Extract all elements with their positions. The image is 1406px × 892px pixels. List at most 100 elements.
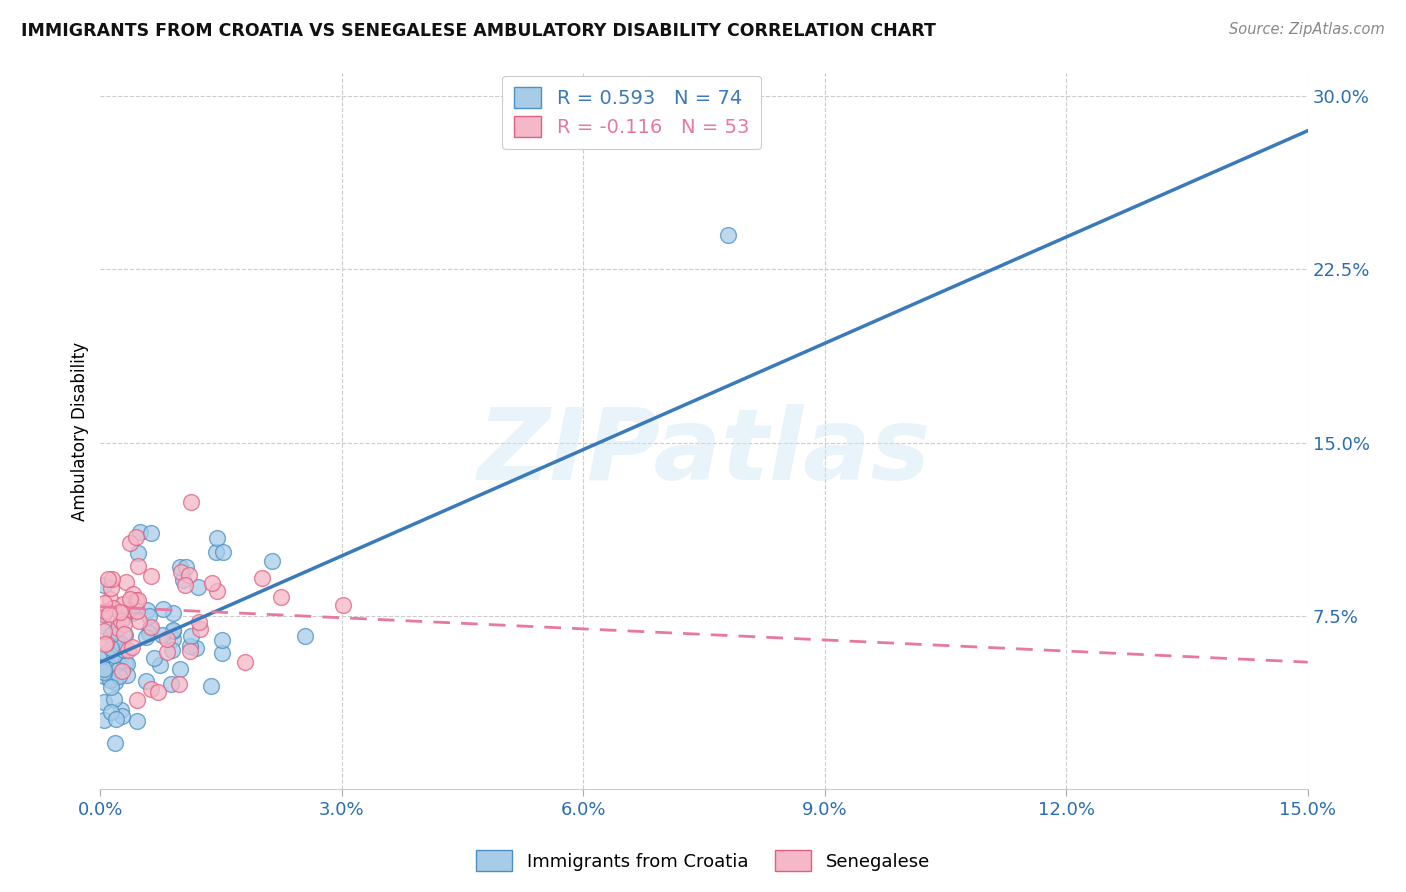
Point bbox=[93, 607, 115, 621]
Point bbox=[127, 593, 149, 607]
Point bbox=[187, 580, 209, 594]
Point bbox=[118, 592, 141, 607]
Y-axis label: Ambulatory Disability: Ambulatory Disability bbox=[72, 342, 89, 521]
Point bbox=[717, 227, 740, 242]
Point bbox=[100, 627, 122, 641]
Legend: R = 0.593   N = 74, R = -0.116   N = 53: R = 0.593 N = 74, R = -0.116 N = 53 bbox=[502, 76, 761, 149]
Point bbox=[104, 674, 127, 689]
Point bbox=[110, 664, 132, 678]
Point bbox=[159, 677, 181, 691]
Point bbox=[179, 644, 201, 658]
Point bbox=[110, 648, 132, 663]
Point bbox=[103, 648, 125, 662]
Point bbox=[107, 621, 129, 635]
Point bbox=[97, 572, 120, 586]
Point bbox=[212, 545, 235, 559]
Point bbox=[152, 628, 174, 642]
Point bbox=[111, 611, 134, 625]
Point bbox=[93, 596, 115, 610]
Point bbox=[111, 606, 134, 620]
Point bbox=[100, 673, 122, 687]
Point bbox=[172, 573, 194, 587]
Point bbox=[139, 526, 162, 541]
Point bbox=[93, 713, 115, 727]
Point bbox=[100, 641, 122, 656]
Point bbox=[252, 571, 274, 585]
Point bbox=[94, 637, 117, 651]
Point bbox=[101, 572, 124, 586]
Text: Source: ZipAtlas.com: Source: ZipAtlas.com bbox=[1229, 22, 1385, 37]
Point bbox=[111, 709, 134, 723]
Point bbox=[332, 598, 354, 612]
Point bbox=[117, 657, 139, 671]
Point bbox=[180, 628, 202, 642]
Point bbox=[114, 656, 136, 670]
Point bbox=[180, 495, 202, 509]
Point bbox=[110, 703, 132, 717]
Point bbox=[125, 714, 148, 729]
Point bbox=[110, 614, 132, 628]
Point bbox=[128, 525, 150, 540]
Point bbox=[149, 657, 172, 672]
Point bbox=[98, 607, 121, 621]
Point bbox=[138, 608, 160, 623]
Point bbox=[169, 662, 191, 676]
Point bbox=[112, 643, 135, 657]
Point bbox=[139, 681, 162, 696]
Point bbox=[179, 639, 201, 653]
Point bbox=[143, 651, 166, 665]
Point bbox=[93, 624, 115, 639]
Point bbox=[114, 628, 136, 642]
Point bbox=[108, 669, 131, 683]
Point bbox=[200, 679, 222, 693]
Point bbox=[169, 560, 191, 574]
Point bbox=[93, 695, 115, 709]
Point bbox=[205, 531, 228, 545]
Point bbox=[174, 559, 197, 574]
Point bbox=[104, 712, 127, 726]
Point bbox=[170, 565, 193, 579]
Point bbox=[93, 604, 115, 618]
Point bbox=[146, 685, 169, 699]
Point bbox=[162, 632, 184, 646]
Point bbox=[100, 705, 122, 719]
Point bbox=[201, 576, 224, 591]
Point bbox=[118, 536, 141, 550]
Point bbox=[138, 626, 160, 640]
Point bbox=[110, 638, 132, 652]
Point bbox=[100, 680, 122, 694]
Point bbox=[93, 665, 115, 679]
Point bbox=[100, 581, 122, 595]
Point bbox=[94, 659, 117, 673]
Point bbox=[167, 677, 190, 691]
Point bbox=[204, 545, 226, 559]
Point bbox=[205, 584, 228, 599]
Point bbox=[122, 598, 145, 612]
Text: ZIPatlas: ZIPatlas bbox=[478, 404, 931, 501]
Point bbox=[94, 648, 117, 662]
Point bbox=[128, 614, 150, 628]
Point bbox=[139, 620, 162, 634]
Point bbox=[104, 736, 127, 750]
Point bbox=[93, 662, 115, 676]
Point bbox=[93, 648, 115, 662]
Point bbox=[96, 636, 118, 650]
Point bbox=[114, 574, 136, 589]
Point bbox=[124, 530, 146, 544]
Point bbox=[93, 619, 115, 633]
Text: IMMIGRANTS FROM CROATIA VS SENEGALESE AMBULATORY DISABILITY CORRELATION CHART: IMMIGRANTS FROM CROATIA VS SENEGALESE AM… bbox=[21, 22, 936, 40]
Point bbox=[211, 633, 233, 648]
Point bbox=[122, 587, 145, 601]
Point bbox=[141, 568, 163, 582]
Point bbox=[112, 627, 135, 641]
Point bbox=[152, 601, 174, 615]
Point bbox=[160, 643, 183, 657]
Point bbox=[107, 663, 129, 677]
Point bbox=[135, 603, 157, 617]
Point bbox=[105, 656, 128, 670]
Point bbox=[135, 673, 157, 688]
Point bbox=[125, 604, 148, 618]
Point bbox=[103, 691, 125, 706]
Point bbox=[186, 641, 208, 656]
Point bbox=[127, 693, 149, 707]
